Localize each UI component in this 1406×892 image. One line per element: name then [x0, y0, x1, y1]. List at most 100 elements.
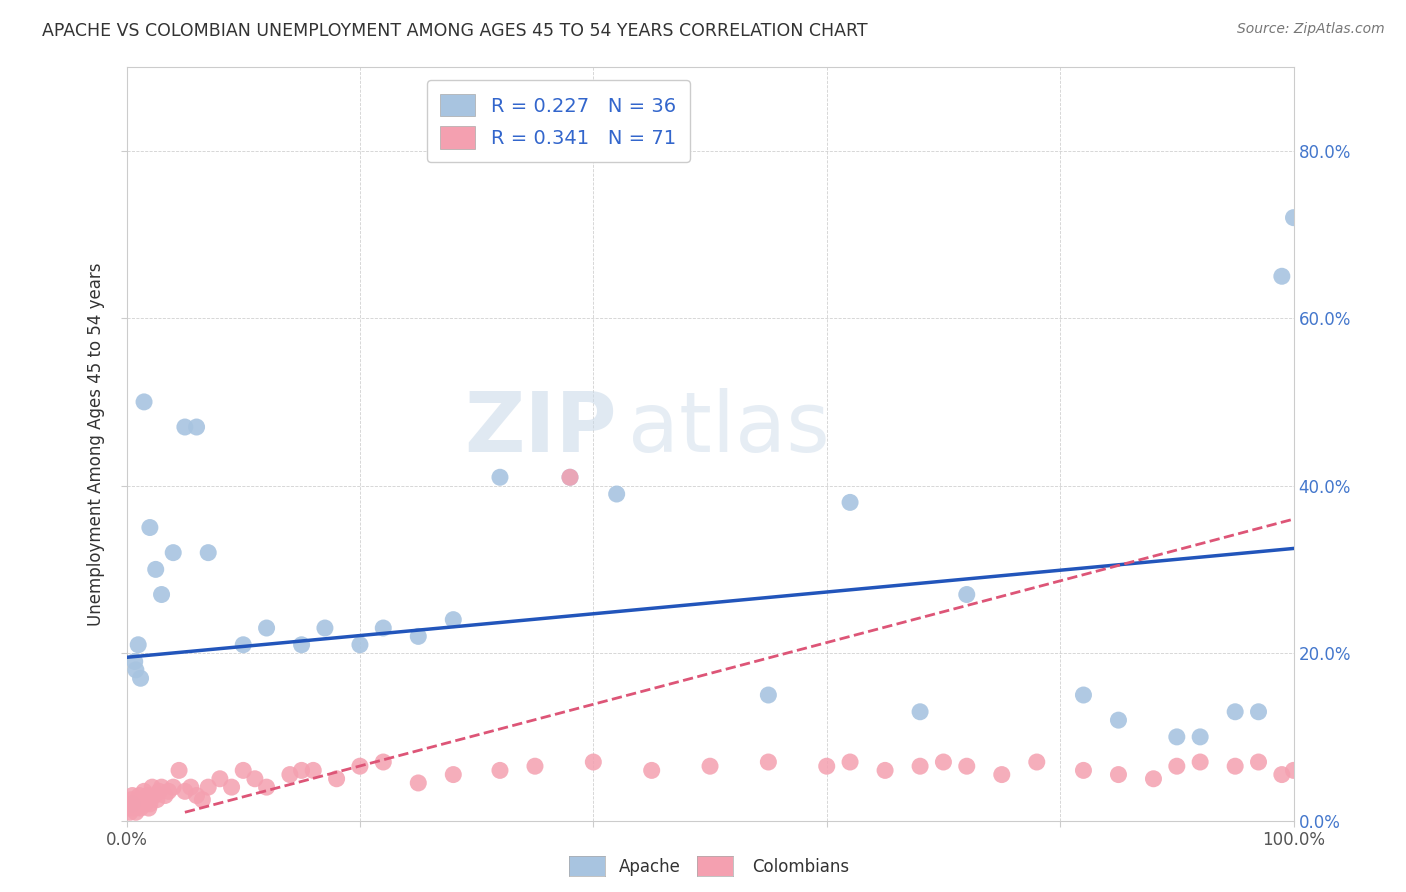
Point — [138, 801, 160, 815]
Point — [150, 780, 173, 794]
Point — [756, 688, 779, 702]
Point — [232, 764, 254, 778]
Point — [373, 755, 395, 769]
Point — [122, 797, 145, 811]
Point — [956, 759, 979, 773]
Point — [148, 784, 170, 798]
Point — [118, 801, 141, 815]
Point — [1025, 755, 1047, 769]
Point — [1282, 211, 1305, 225]
Point — [641, 764, 664, 778]
Point — [121, 797, 143, 811]
Text: Apache: Apache — [619, 858, 681, 876]
Point — [180, 780, 202, 794]
Point — [118, 805, 141, 820]
Point — [146, 793, 169, 807]
Point — [132, 793, 155, 807]
Point — [139, 797, 162, 811]
Point — [125, 805, 148, 820]
Point — [128, 789, 150, 803]
Point — [839, 755, 862, 769]
Text: ZIP: ZIP — [464, 388, 617, 469]
Point — [523, 759, 546, 773]
Point — [136, 789, 159, 803]
Point — [908, 759, 931, 773]
Point — [1189, 755, 1212, 769]
Point — [1073, 688, 1095, 702]
Point — [197, 546, 219, 560]
Point — [124, 655, 146, 669]
Point — [839, 495, 862, 509]
Point — [208, 772, 231, 786]
Point — [135, 793, 157, 807]
Point — [256, 621, 278, 635]
Point — [1073, 764, 1095, 778]
Y-axis label: Unemployment Among Ages 45 to 54 years: Unemployment Among Ages 45 to 54 years — [87, 262, 105, 625]
Point — [558, 470, 581, 484]
Point — [125, 663, 148, 677]
Point — [408, 776, 430, 790]
Point — [1247, 705, 1270, 719]
Point — [278, 767, 301, 781]
Point — [174, 420, 197, 434]
Point — [1247, 755, 1270, 769]
Text: APACHE VS COLOMBIAN UNEMPLOYMENT AMONG AGES 45 TO 54 YEARS CORRELATION CHART: APACHE VS COLOMBIAN UNEMPLOYMENT AMONG A… — [42, 22, 868, 40]
Point — [408, 629, 430, 643]
Point — [932, 755, 955, 769]
Point — [232, 638, 254, 652]
Point — [1108, 713, 1130, 727]
Point — [441, 613, 464, 627]
Point — [153, 789, 176, 803]
Point — [489, 470, 512, 484]
Point — [990, 767, 1012, 781]
Point — [314, 621, 336, 635]
Point — [157, 784, 180, 798]
Point — [221, 780, 243, 794]
Point — [117, 797, 139, 811]
Point — [290, 638, 312, 652]
Text: Colombians: Colombians — [752, 858, 849, 876]
Point — [290, 764, 312, 778]
Point — [129, 671, 152, 685]
Point — [1166, 730, 1188, 744]
Point — [121, 789, 143, 803]
Point — [1282, 764, 1305, 778]
Point — [349, 759, 371, 773]
Point — [815, 759, 838, 773]
Point — [908, 705, 931, 719]
Point — [256, 780, 278, 794]
Point — [174, 784, 197, 798]
Point — [606, 487, 628, 501]
Point — [134, 797, 156, 811]
Point — [132, 395, 155, 409]
Point — [441, 767, 464, 781]
Point — [558, 470, 581, 484]
Point — [186, 420, 208, 434]
Point — [1142, 772, 1164, 786]
Point — [1223, 759, 1246, 773]
Point — [489, 764, 512, 778]
Point — [127, 793, 149, 807]
Point — [325, 772, 347, 786]
Point — [1189, 730, 1212, 744]
Point — [1271, 767, 1294, 781]
Text: atlas: atlas — [628, 388, 830, 469]
Point — [243, 772, 266, 786]
Text: Source: ZipAtlas.com: Source: ZipAtlas.com — [1237, 22, 1385, 37]
Point — [145, 562, 167, 576]
Point — [131, 797, 153, 811]
Point — [162, 780, 184, 794]
Point — [129, 801, 152, 815]
Point — [143, 789, 166, 803]
Point — [141, 780, 163, 794]
Point — [956, 588, 979, 602]
Point — [1108, 767, 1130, 781]
Point — [167, 764, 190, 778]
Point — [191, 793, 214, 807]
Point — [1166, 759, 1188, 773]
Point — [1223, 705, 1246, 719]
Point — [373, 621, 395, 635]
Point — [127, 638, 149, 652]
Point — [124, 801, 146, 815]
Point — [197, 780, 219, 794]
